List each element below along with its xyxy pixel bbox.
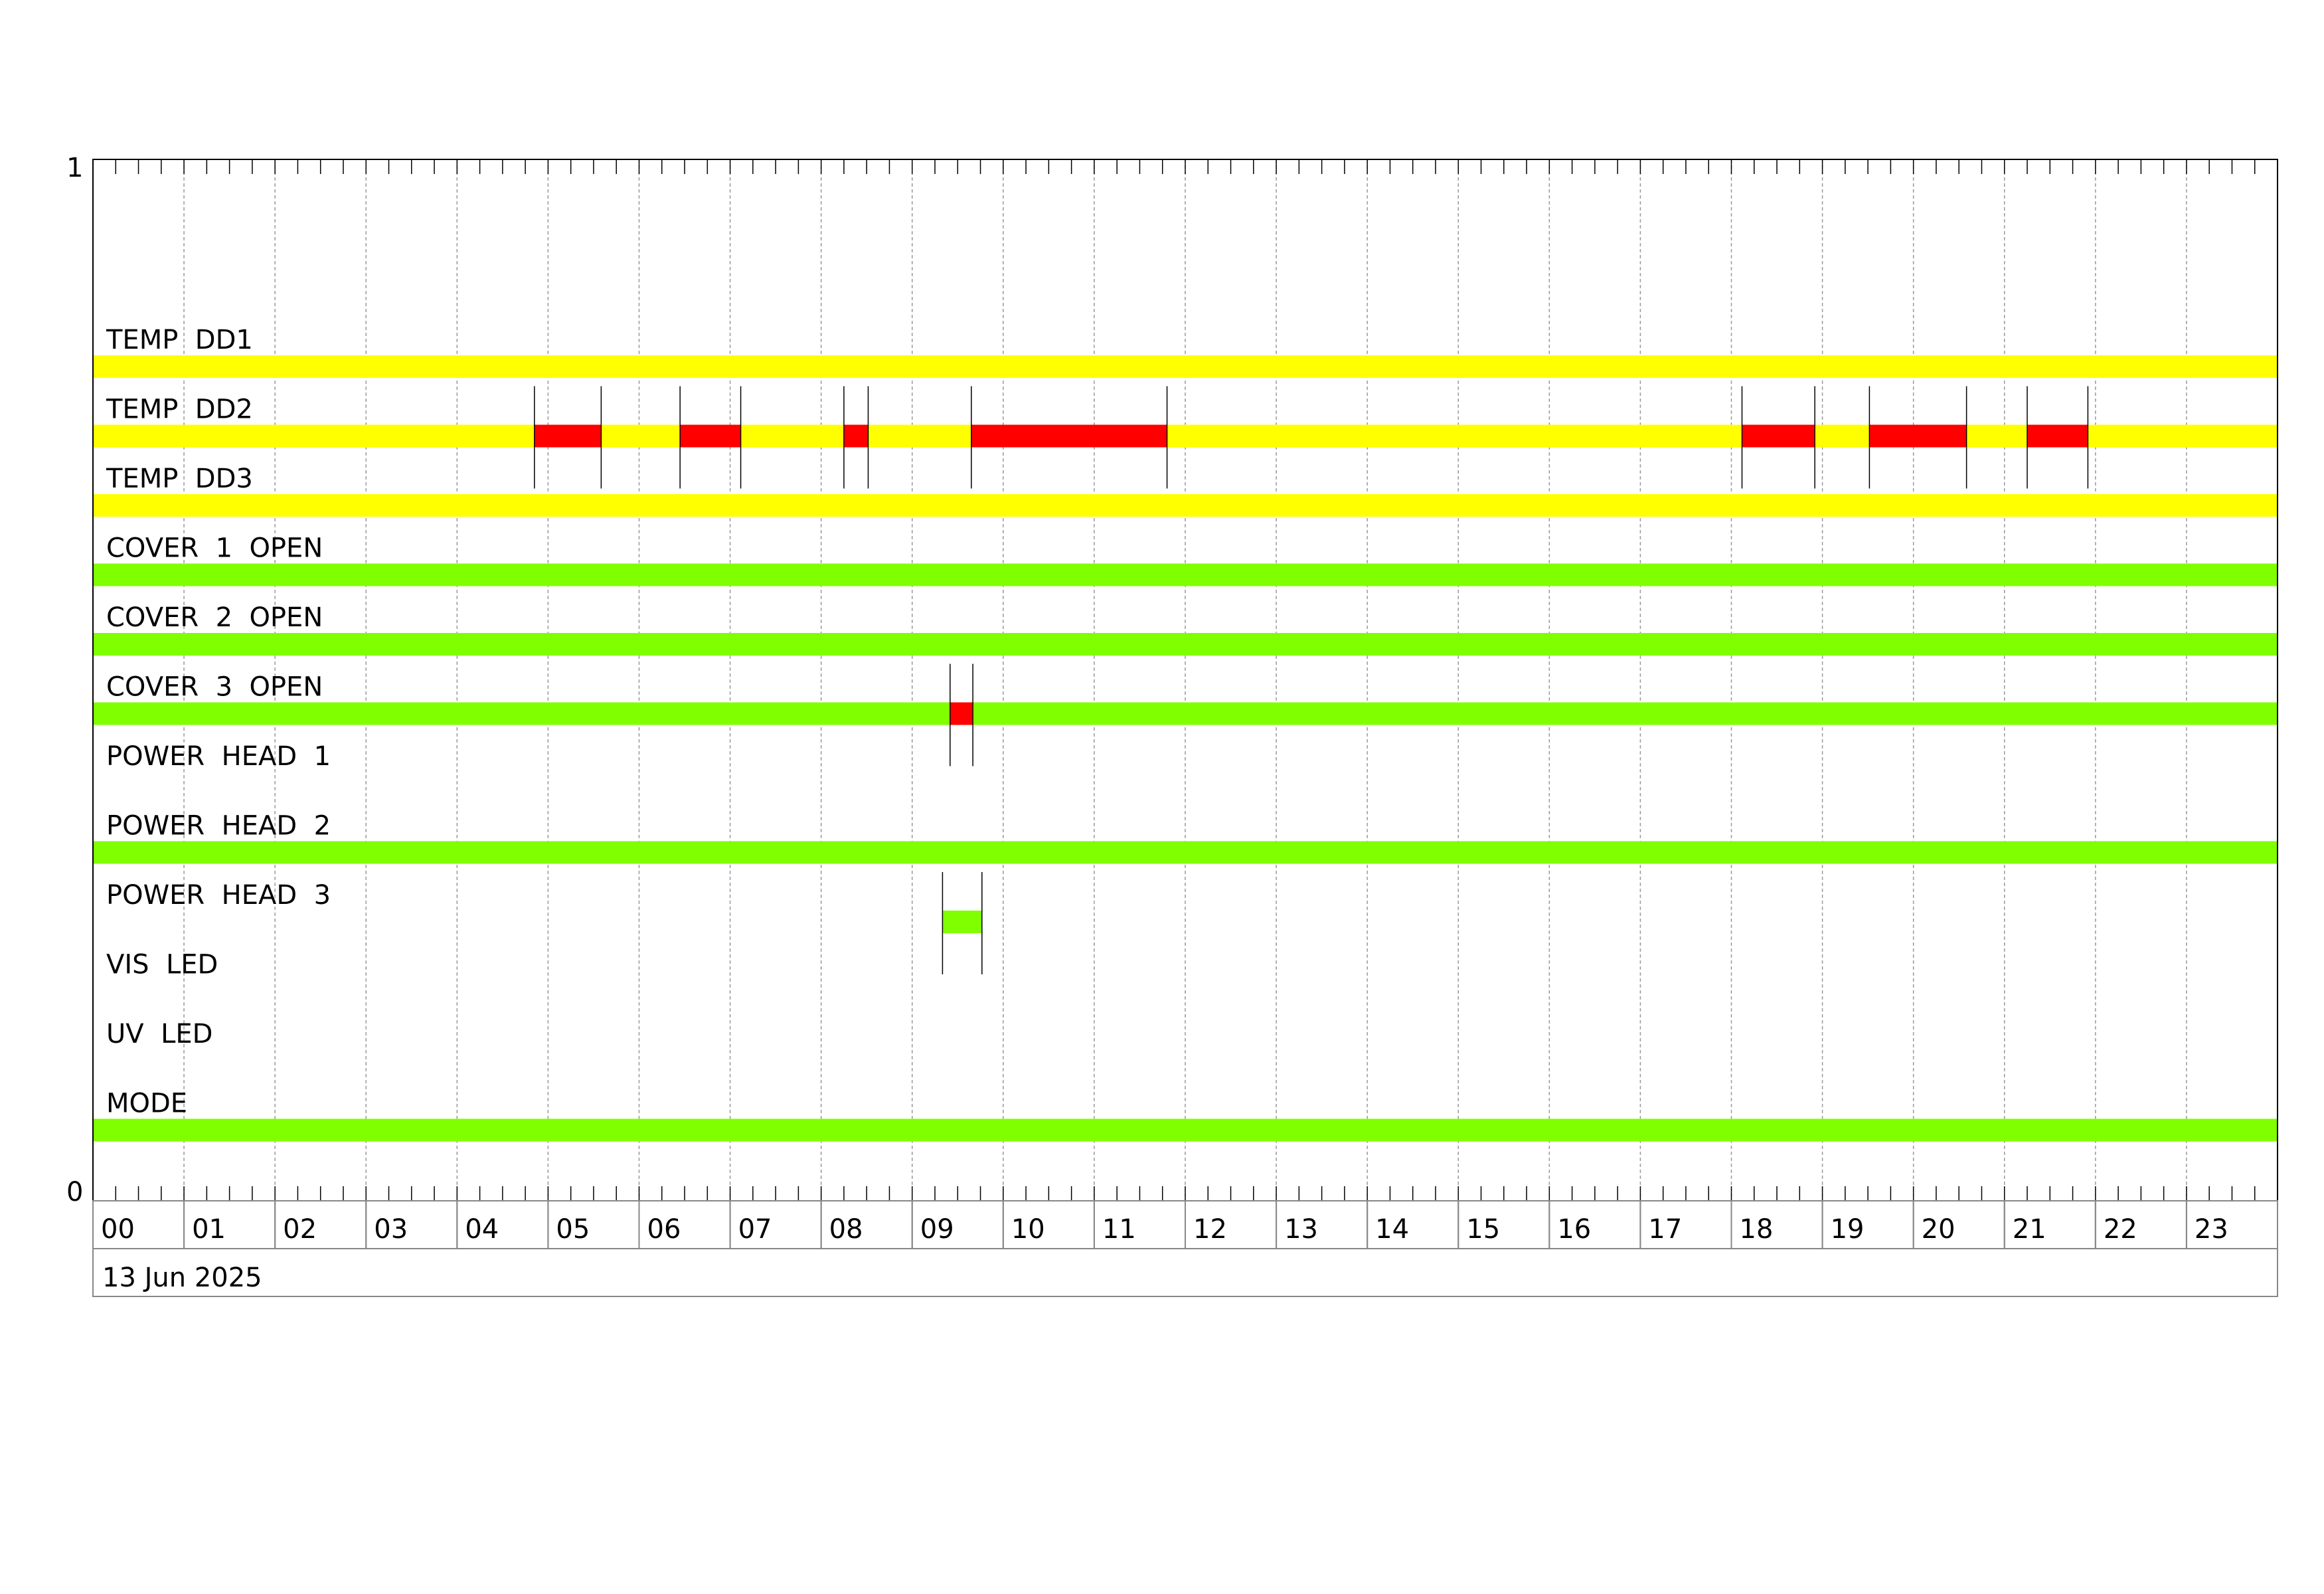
row-label: VIS LED (106, 950, 218, 980)
state-segment (1966, 424, 2028, 448)
state-bars (93, 355, 2278, 1142)
x-axis: 00 01 02 03 04 05 06 07 08 09 10 11 12 13 14 15 16 17 18 19… (92, 1200, 2279, 1249)
hour-tick-label: 14 (1375, 1214, 1409, 1245)
row-label: COVER 2 OPEN (106, 602, 323, 633)
date-row (92, 1248, 2278, 1297)
hour-tick-label: 03 (374, 1214, 408, 1245)
y-bottom-label: 0 (66, 1177, 83, 1207)
state-segment (868, 424, 971, 448)
hour-tick-label: 21 (2013, 1214, 2046, 1245)
hour-tick-label: 19 (1831, 1214, 1865, 1245)
hour-tick-label: 09 (920, 1214, 954, 1245)
row-label: TEMP DD1 (106, 325, 253, 355)
row-label: UV LED (106, 1019, 212, 1049)
hour-tick-label: 06 (647, 1214, 681, 1245)
state-segment (93, 702, 950, 725)
state-segment (680, 424, 741, 448)
row-label: POWER HEAD 3 (106, 880, 331, 911)
state-segment (971, 424, 1167, 448)
row-label: POWER HEAD 2 (106, 811, 331, 841)
y-top-label: 1 (66, 153, 83, 183)
state-segment (2088, 424, 2278, 448)
hour-tick-label: 05 (556, 1214, 590, 1245)
state-segment (973, 702, 2278, 725)
state-segment (1869, 424, 1967, 448)
state-segment (534, 424, 602, 448)
hour-tick-label: 20 (1922, 1214, 1955, 1245)
hour-tick-label: 04 (465, 1214, 499, 1245)
state-segment (93, 633, 2278, 656)
hour-tick-label: 10 (1011, 1214, 1045, 1245)
hour-tick-label: 01 (192, 1214, 226, 1245)
row-label: COVER 3 OPEN (106, 672, 323, 703)
gridlines (183, 159, 2187, 1201)
hour-tick-label: 13 (1284, 1214, 1318, 1245)
hour-tick-label: 16 (1557, 1214, 1591, 1245)
row-labels: TEMP DD1 TEMP DD2 TEMP DD3 COVER 1 OPEN COVE… (92, 315, 331, 1119)
hour-tick-label: 02 (283, 1214, 317, 1245)
state-segment (601, 424, 681, 448)
state-segment (1815, 424, 1870, 448)
row-label: COVER 1 OPEN (106, 533, 323, 564)
hour-tick-label: 08 (829, 1214, 863, 1245)
hour-tick-label: 11 (1102, 1214, 1136, 1245)
state-segment (93, 1118, 2278, 1142)
state-segment (942, 911, 982, 933)
row-label: POWER HEAD 1 (106, 741, 331, 772)
hour-tick-label: 23 (2195, 1214, 2228, 1245)
state-segment (1742, 424, 1815, 448)
hour-tick-label: 18 (1740, 1214, 1774, 1245)
date-label: 13 Jun 2025 (102, 1263, 262, 1293)
state-segment (93, 841, 2278, 864)
state-segment (1167, 424, 1742, 448)
hour-tick-label: 22 (2104, 1214, 2137, 1245)
state-segment (740, 424, 844, 448)
hour-tick-label: 00 (101, 1214, 135, 1245)
row-label: MODE (106, 1089, 187, 1119)
state-segment (93, 563, 2278, 586)
hour-tick-label: 17 (1648, 1214, 1682, 1245)
axis-ticks (115, 159, 2256, 1201)
hour-tick-label: 07 (738, 1214, 772, 1245)
hour-tick-label: 15 (1466, 1214, 1500, 1245)
state-segment (93, 424, 535, 448)
row-label: TEMP DD2 (106, 395, 253, 425)
hour-tick-label: 12 (1193, 1214, 1227, 1245)
state-segment (93, 355, 2278, 378)
state-segment (93, 494, 2278, 517)
state-segment (843, 424, 869, 448)
state-segment (950, 702, 973, 725)
state-segment (2027, 424, 2088, 448)
row-label: TEMP DD3 (106, 464, 253, 494)
